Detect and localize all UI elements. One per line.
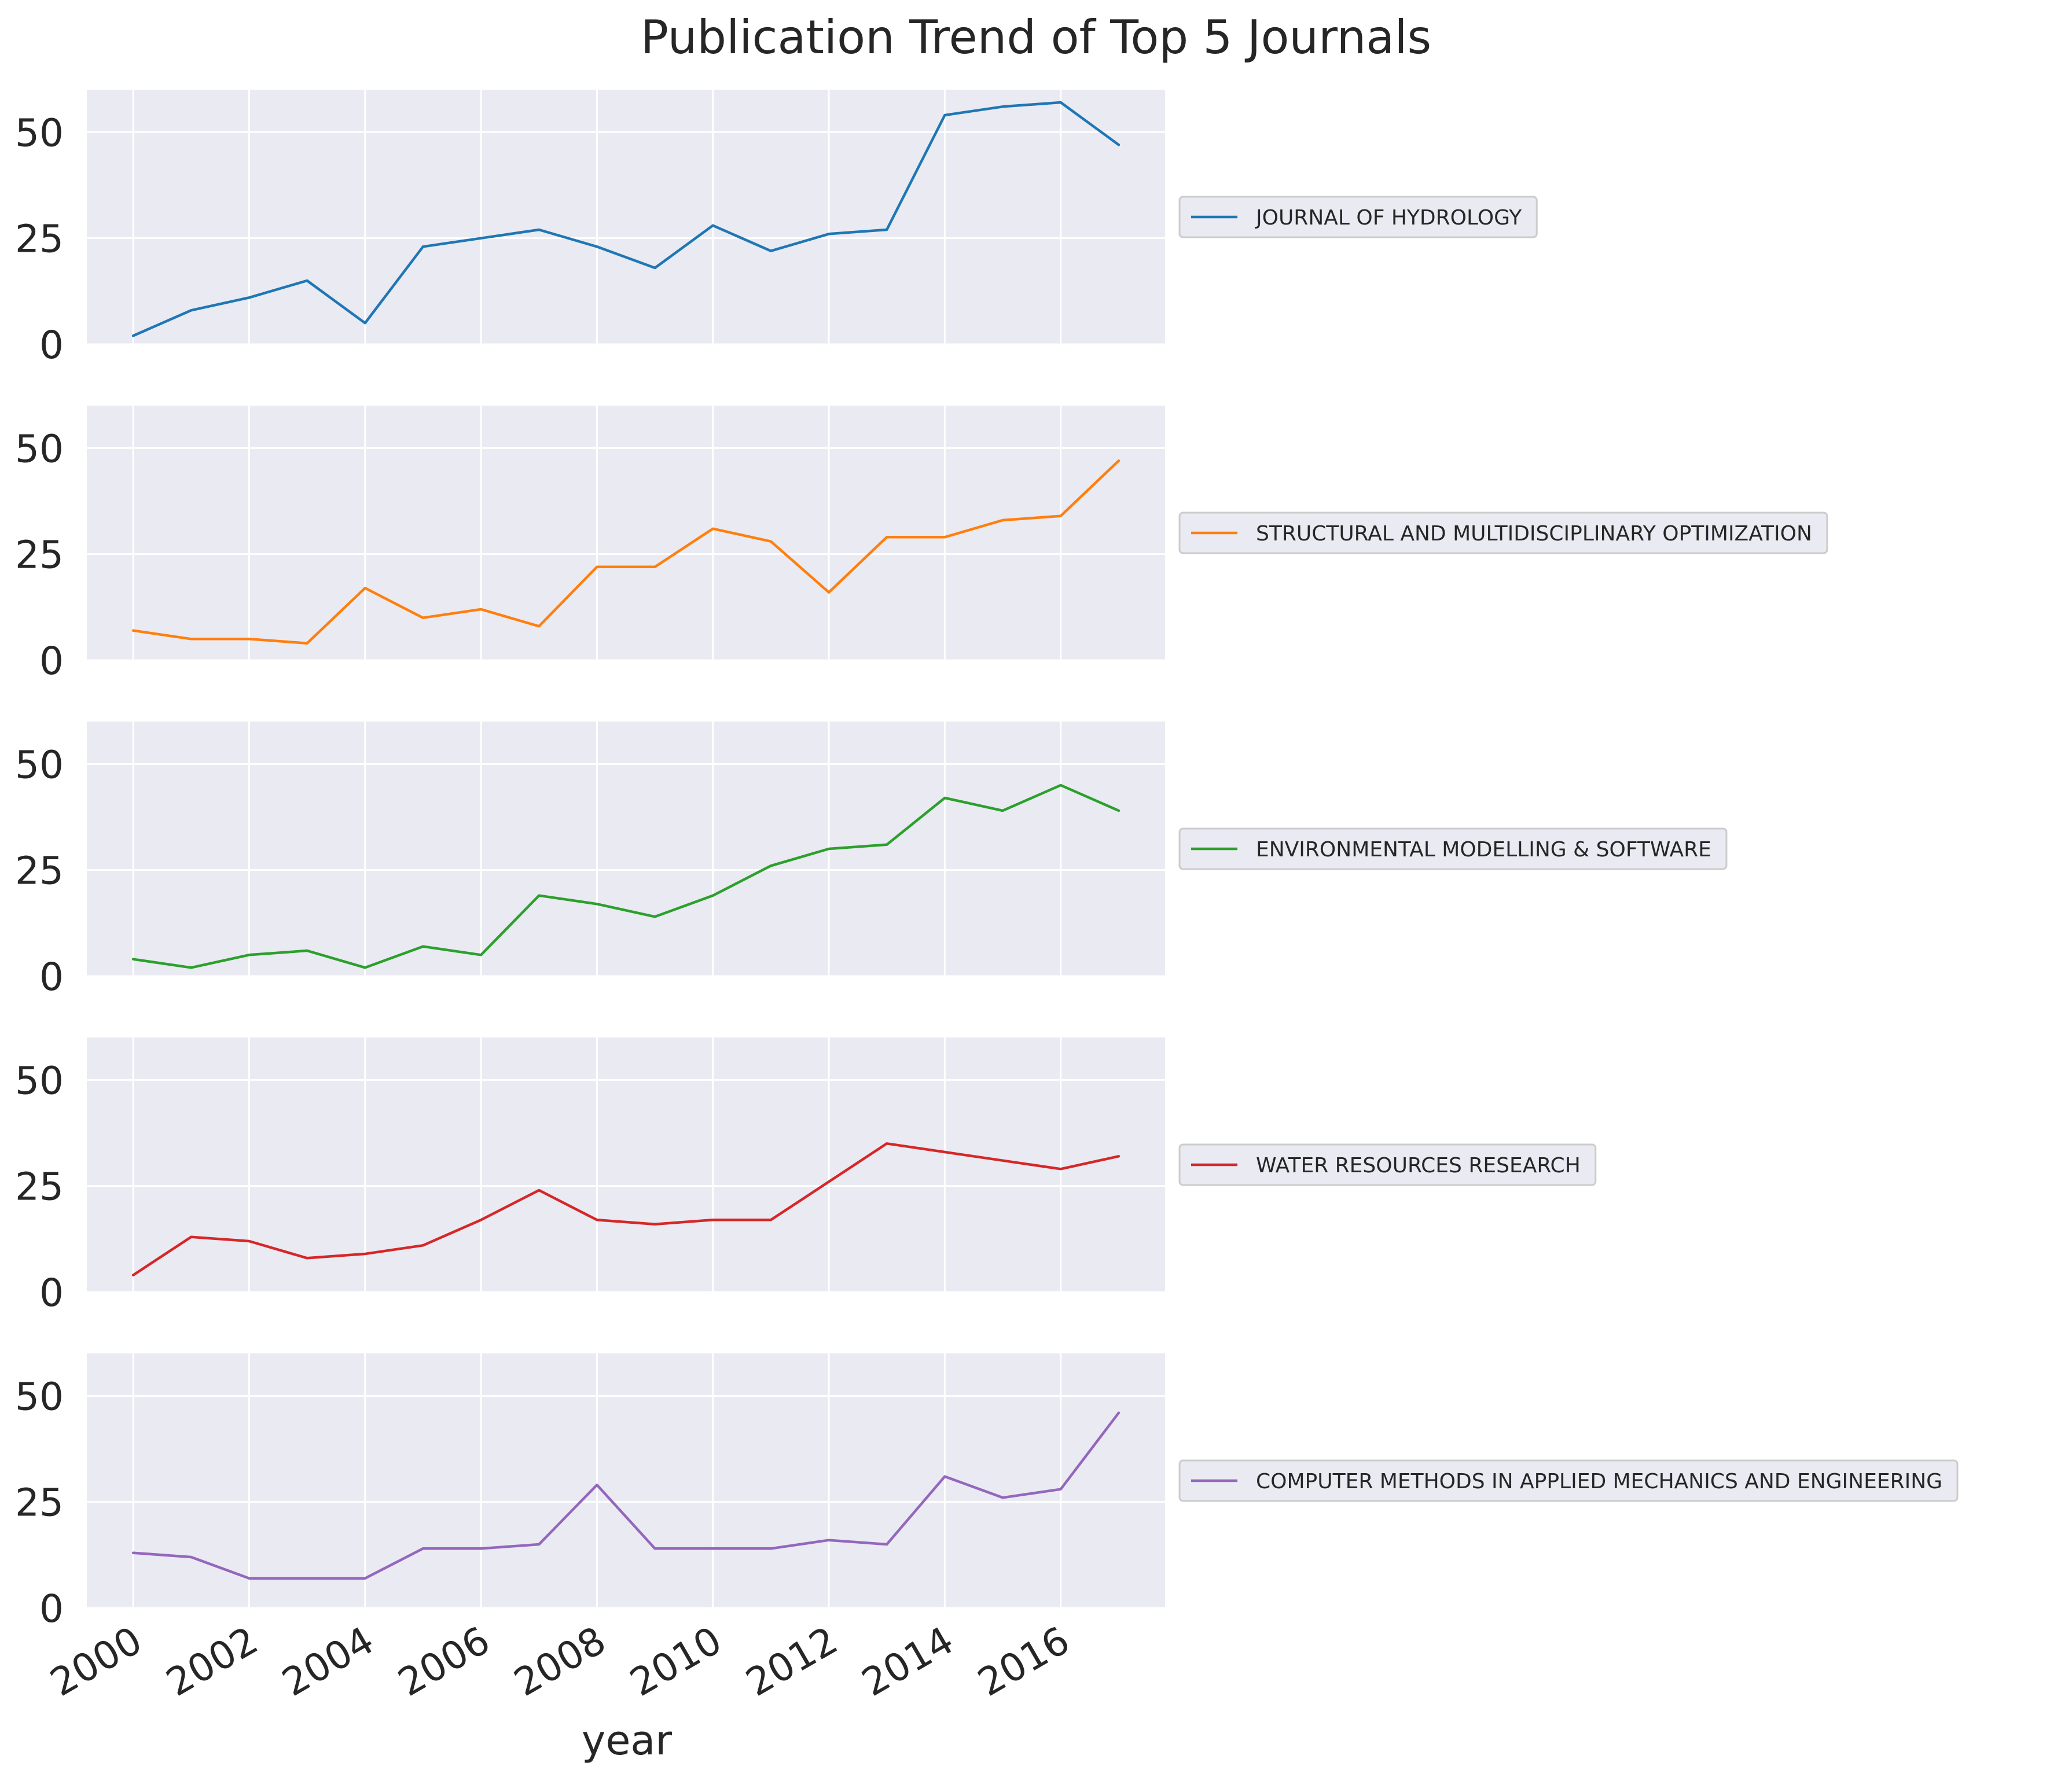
y-tick-label: 50 (15, 742, 64, 787)
y-tick-label: 0 (39, 955, 64, 999)
y-tick-label: 0 (39, 639, 64, 683)
legend: WATER RESOURCES RESEARCH (1178, 1143, 1597, 1186)
y-tick-label: 50 (15, 1058, 64, 1103)
x-tick-label: 2016 (971, 1618, 1077, 1705)
y-tick-label: 25 (15, 533, 64, 577)
subplot-1: 0 25 50 JOURNAL OF HYDROLOGY (15, 90, 1538, 367)
y-tick-label: 25 (15, 1165, 64, 1209)
legend-label: STRUCTURAL AND MULTIDISCIPLINARY OPTIMIZ… (1256, 522, 1812, 546)
legend-box (1178, 827, 1728, 870)
x-tick-label: 2012 (739, 1618, 845, 1705)
y-tick-label: 0 (39, 1587, 64, 1631)
legend-label: WATER RESOURCES RESEARCH (1256, 1154, 1581, 1177)
x-tick-label: 2004 (275, 1618, 381, 1705)
x-tick-label: 2010 (623, 1618, 729, 1705)
legend: STRUCTURAL AND MULTIDISCIPLINARY OPTIMIZ… (1178, 512, 1828, 554)
legend-box (1178, 1143, 1597, 1186)
subplot-4: 0 25 50 WATER RESOURCES RESEARCH (15, 1037, 1597, 1315)
subplot-3: 0 25 50 ENVIRONMENTAL MODELLING & SOFTWARE (15, 722, 1728, 999)
legend-label: COMPUTER METHODS IN APPLIED MECHANICS AN… (1256, 1470, 1942, 1493)
series-line (131, 783, 1121, 969)
x-tick-label: 2002 (159, 1618, 265, 1705)
x-tick-label: 2008 (506, 1618, 613, 1705)
y-tick-label: 25 (15, 217, 64, 262)
subplot-2: 0 25 50 STRUCTURAL AND MULTIDISCIPLINARY OP… (15, 406, 1828, 683)
series-line (131, 1411, 1121, 1580)
series-line (131, 101, 1121, 337)
legend: COMPUTER METHODS IN APPLIED MECHANICS AN… (1178, 1459, 1959, 1502)
legend-label: ENVIRONMENTAL MODELLING & SOFTWARE (1256, 838, 1711, 862)
legend-box (1178, 1459, 1959, 1502)
series-line (131, 459, 1121, 645)
y-tick-label: 25 (15, 1481, 64, 1525)
series-line (131, 1142, 1121, 1276)
x-tick-label: 2014 (854, 1618, 961, 1705)
y-tick-label: 50 (15, 1374, 64, 1419)
x-tick-label: 2006 (391, 1618, 497, 1705)
legend-box (1178, 512, 1828, 554)
y-tick-label: 50 (15, 111, 64, 155)
legend: JOURNAL OF HYDROLOGY (1178, 196, 1538, 238)
y-tick-label: 0 (39, 1271, 64, 1315)
subplot-5: 0 25 50 COMPUTER METHODS IN APPLIED MECHANI… (15, 1353, 1959, 1631)
legend-box (1178, 196, 1538, 238)
y-tick-label: 25 (15, 849, 64, 893)
legend-label: JOURNAL OF HYDROLOGY (1255, 206, 1522, 230)
y-tick-label: 0 (39, 323, 64, 367)
x-axis-label: year (582, 1717, 672, 1764)
chart-title: Publication Trend of Top 5 Journals (641, 10, 1431, 64)
y-tick-label: 50 (15, 426, 64, 471)
legend: ENVIRONMENTAL MODELLING & SOFTWARE (1178, 827, 1728, 870)
